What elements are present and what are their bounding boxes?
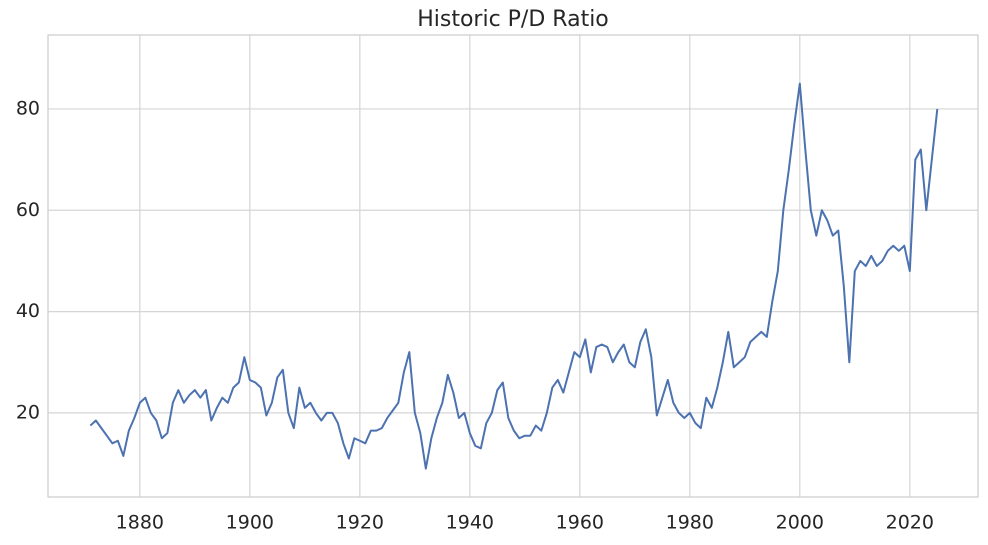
- x-tick-label: 1940: [446, 512, 494, 534]
- y-tick-label: 40: [16, 300, 40, 322]
- y-tick-label: 80: [16, 97, 40, 119]
- x-tick-label: 1960: [556, 512, 604, 534]
- x-tick-label: 2000: [776, 512, 824, 534]
- x-tick-label: 2020: [886, 512, 934, 534]
- x-tick-label: 1980: [666, 512, 714, 534]
- line: [89, 82, 939, 470]
- plot-frame: [47, 34, 979, 498]
- y-tick-label: 20: [16, 401, 40, 423]
- y-tick-label: 60: [16, 199, 40, 221]
- x-tick-label: 1900: [226, 512, 274, 534]
- x-tick-label: 1920: [336, 512, 384, 534]
- chart-title: Historic P/D Ratio: [417, 7, 609, 32]
- x-tick-label: 1880: [116, 512, 164, 534]
